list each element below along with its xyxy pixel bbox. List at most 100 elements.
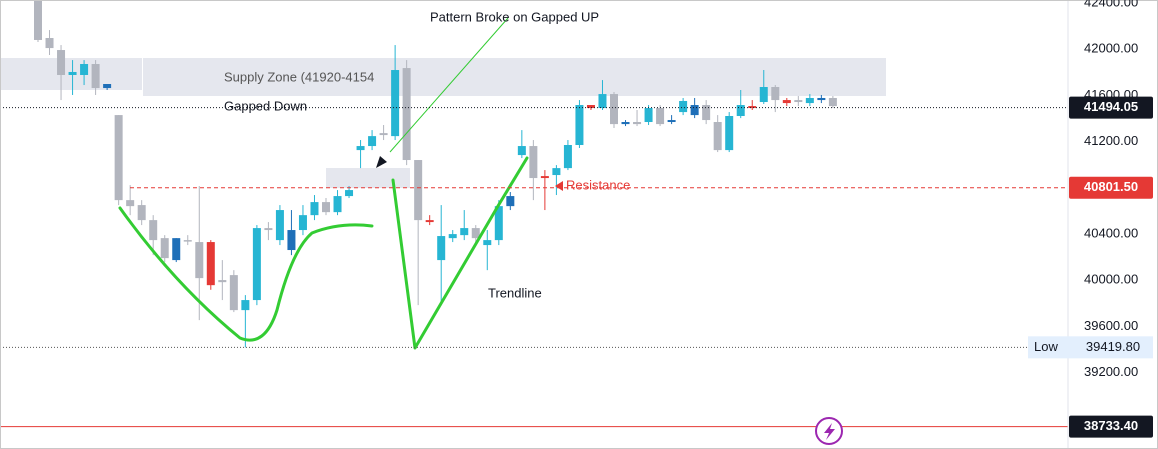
candle-body — [448, 234, 457, 239]
candle-body — [218, 280, 227, 283]
candle-body — [57, 50, 66, 75]
callout-line — [389, 17, 509, 153]
candle-body — [298, 215, 307, 231]
candle-body — [667, 120, 676, 123]
resistance-marker — [555, 181, 563, 191]
y-tick-label: 39200.00 — [1084, 364, 1138, 379]
candle-body — [506, 196, 515, 207]
candle-body — [782, 100, 791, 104]
candle-body — [45, 38, 54, 49]
candle-body — [195, 242, 204, 279]
candle-body — [114, 115, 123, 201]
y-tick-label: 42000.00 — [1084, 41, 1138, 56]
candle-body — [540, 176, 549, 179]
candle-body — [345, 190, 354, 197]
candle-body — [702, 105, 711, 121]
candle-body — [183, 240, 192, 242]
candle-body — [586, 105, 595, 109]
candle-body — [483, 240, 492, 246]
cup-drawing — [118, 206, 374, 342]
candle-body — [160, 238, 169, 259]
candle-body — [241, 300, 250, 311]
candle-body — [494, 206, 503, 241]
candle-body — [126, 200, 135, 207]
price-label: 38733.40 — [1084, 418, 1138, 433]
candle-body — [725, 116, 734, 151]
candle-body — [402, 68, 411, 161]
candle-body — [794, 100, 803, 103]
candle-body — [310, 202, 319, 216]
gap-box — [326, 168, 410, 188]
low-label-value: 39419.80 — [1086, 339, 1140, 354]
candle-body — [252, 228, 261, 301]
candle-body — [264, 228, 273, 231]
candle-body — [379, 133, 388, 136]
candle-body — [563, 145, 572, 169]
candle-body — [828, 97, 837, 107]
candle-body — [644, 108, 653, 123]
y-tick-label: 40400.00 — [1084, 226, 1138, 241]
arrow-head — [376, 156, 387, 168]
candle-body — [356, 146, 365, 151]
y-tick-label: 41200.00 — [1084, 133, 1138, 148]
candle-body — [333, 196, 342, 213]
candle-body — [414, 160, 423, 221]
price-label: 40801.50 — [1084, 179, 1138, 194]
annotation: Gapped Down — [224, 98, 307, 113]
candle-body — [391, 70, 400, 137]
low-label-name: Low — [1034, 339, 1058, 354]
candle-body — [322, 202, 330, 213]
price-label-bg — [1069, 415, 1153, 438]
candle-body — [817, 97, 826, 101]
candle-body — [471, 228, 480, 239]
candle-body — [759, 87, 768, 103]
candle-body — [575, 105, 584, 146]
candle-body — [149, 220, 158, 241]
candle-body — [529, 146, 538, 179]
candle-body — [771, 87, 780, 101]
candle-body — [287, 230, 296, 251]
candle-body — [633, 122, 642, 125]
candle-body — [34, 0, 42, 40]
y-tick-label: 39600.00 — [1084, 318, 1138, 333]
candle-body — [80, 64, 89, 75]
plot-area — [34, 0, 837, 348]
candle-body — [368, 136, 377, 147]
candle-body — [172, 238, 181, 261]
candle-body — [748, 106, 757, 109]
candle-body — [91, 64, 100, 89]
candle-body — [103, 83, 112, 89]
trendline-drawing — [391, 156, 529, 350]
resistance-label: Resistance — [566, 177, 630, 192]
price-label: 41494.05 — [1084, 99, 1138, 114]
candle-body — [598, 94, 607, 109]
price-label-bg — [1069, 176, 1153, 199]
candle-body — [621, 122, 630, 125]
price-label-bg — [1069, 96, 1153, 119]
candle-body — [68, 71, 77, 75]
annotation: Trendline — [488, 285, 542, 300]
candle-body — [552, 168, 561, 176]
candle-body — [610, 94, 618, 125]
candle-body — [206, 242, 215, 286]
candle-body — [517, 146, 526, 156]
y-tick-label: 40000.00 — [1084, 272, 1138, 287]
candle-body — [805, 97, 814, 104]
candle-body — [713, 122, 722, 151]
candle-body — [437, 236, 446, 261]
candle-body — [137, 205, 146, 221]
annotation: Supply Zone (41920-4154 — [224, 69, 374, 84]
candle-body — [229, 275, 238, 311]
candle-body — [425, 220, 434, 223]
lightning-bolt — [824, 423, 835, 440]
candle-body — [690, 105, 699, 116]
low-label-bg — [1028, 336, 1153, 359]
candle-body — [679, 100, 688, 113]
annotation: Pattern Broke on Gapped UP — [430, 9, 599, 24]
candle-body — [656, 108, 665, 125]
candle-body — [736, 105, 745, 117]
candle-body — [460, 228, 469, 236]
y-tick-label: 42400.00 — [1084, 0, 1138, 9]
candle-body — [275, 210, 284, 241]
